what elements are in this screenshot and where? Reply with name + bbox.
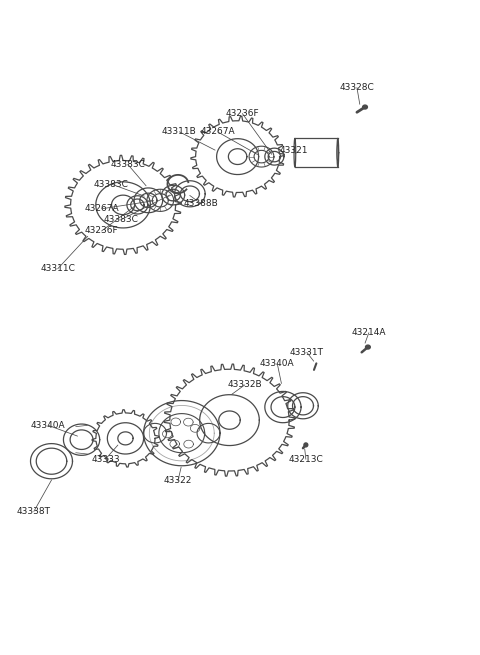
Text: 43383C: 43383C xyxy=(110,160,145,169)
Text: 43236F: 43236F xyxy=(85,227,119,235)
Text: 43333: 43333 xyxy=(91,455,120,464)
Polygon shape xyxy=(365,345,370,349)
Polygon shape xyxy=(363,105,367,109)
Text: 43340A: 43340A xyxy=(260,359,295,368)
Text: 43311B: 43311B xyxy=(162,127,197,136)
Polygon shape xyxy=(304,443,308,447)
Text: 43331T: 43331T xyxy=(290,348,324,357)
Text: 43388B: 43388B xyxy=(183,199,218,208)
Text: 43383C: 43383C xyxy=(94,179,129,189)
Text: 43322: 43322 xyxy=(164,476,192,485)
Text: 43321: 43321 xyxy=(280,145,308,155)
Text: 43383C: 43383C xyxy=(103,215,138,225)
Text: 43267A: 43267A xyxy=(84,204,119,214)
Text: 43328C: 43328C xyxy=(339,83,374,92)
Text: 43267A: 43267A xyxy=(200,127,235,136)
Text: 43236F: 43236F xyxy=(226,109,259,118)
Text: 43338T: 43338T xyxy=(17,507,51,516)
Text: 43340A: 43340A xyxy=(31,421,65,430)
Text: 43332B: 43332B xyxy=(228,381,262,389)
Text: 43213C: 43213C xyxy=(288,455,323,464)
Text: 43214A: 43214A xyxy=(351,328,386,337)
Text: 43311C: 43311C xyxy=(40,265,75,273)
